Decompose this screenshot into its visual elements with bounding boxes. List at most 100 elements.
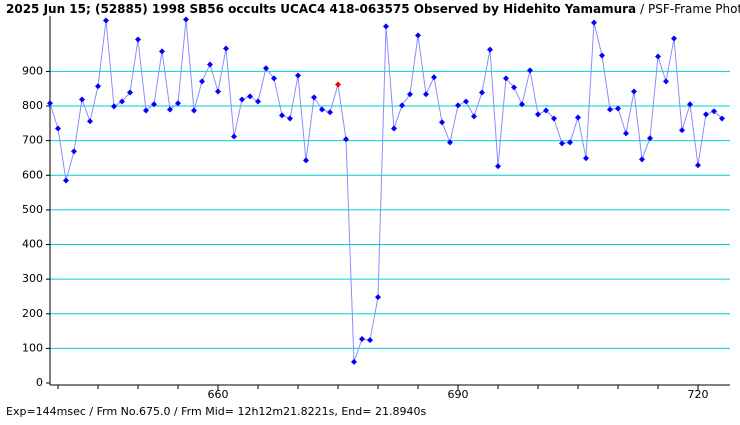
data-point xyxy=(479,89,485,96)
data-point xyxy=(455,102,461,109)
series-line xyxy=(49,19,723,363)
y-tick-label: 800 xyxy=(22,99,43,112)
data-point xyxy=(671,35,677,42)
data-point xyxy=(383,23,389,30)
y-tick-label: 700 xyxy=(22,134,43,147)
data-point xyxy=(143,107,149,114)
data-point xyxy=(599,52,605,59)
data-point xyxy=(695,162,701,169)
data-point xyxy=(663,78,669,85)
data-point xyxy=(391,125,397,132)
data-point xyxy=(487,46,493,53)
data-point xyxy=(471,113,477,120)
title-sub: / PSF-Frame Photometry / xyxy=(640,2,740,16)
data-point xyxy=(615,105,621,112)
data-point xyxy=(623,130,629,137)
data-point xyxy=(223,45,229,52)
data-point xyxy=(55,125,61,132)
x-tick-label: 660 xyxy=(208,388,229,401)
data-point xyxy=(631,88,637,95)
data-point xyxy=(431,74,437,81)
x-tick-label: 690 xyxy=(448,388,469,401)
data-point xyxy=(79,96,85,103)
data-point xyxy=(231,133,237,140)
chart-title: 2025 Jun 15; (52885) 1998 SB56 occults U… xyxy=(6,2,740,16)
data-point xyxy=(159,48,165,55)
x-tick-label: 720 xyxy=(688,388,709,401)
data-point xyxy=(335,81,341,88)
data-point xyxy=(111,103,117,110)
data-point xyxy=(247,93,253,100)
data-point xyxy=(303,157,309,164)
data-point xyxy=(543,107,549,114)
y-tick-label: 100 xyxy=(22,341,43,354)
data-point xyxy=(239,96,245,103)
data-point xyxy=(463,98,469,105)
data-point xyxy=(399,102,405,109)
data-point xyxy=(407,91,413,98)
data-point xyxy=(279,112,285,119)
data-point xyxy=(351,358,357,365)
data-point xyxy=(63,177,69,184)
data-point xyxy=(591,19,597,26)
data-point xyxy=(655,53,661,60)
data-point xyxy=(647,135,653,142)
data-point xyxy=(151,101,157,108)
data-point xyxy=(415,32,421,39)
data-point xyxy=(255,98,261,105)
y-tick-label: 900 xyxy=(22,64,43,77)
data-point xyxy=(439,119,445,126)
data-point xyxy=(207,61,213,68)
data-point xyxy=(119,98,125,105)
data-point xyxy=(127,89,133,96)
y-tick-label: 200 xyxy=(22,307,43,320)
data-point xyxy=(263,65,269,72)
data-point xyxy=(47,100,53,107)
y-tick-label: 500 xyxy=(22,203,43,216)
data-point xyxy=(687,101,693,108)
data-point xyxy=(191,107,197,114)
data-point xyxy=(87,118,93,125)
y-tick-label: 300 xyxy=(22,272,43,285)
data-point xyxy=(607,106,613,113)
data-point xyxy=(71,148,77,155)
data-point xyxy=(175,100,181,107)
data-point xyxy=(583,155,589,162)
data-point xyxy=(679,127,685,134)
data-point xyxy=(559,140,565,147)
y-tick-label: 400 xyxy=(22,238,43,251)
y-tick-label: 600 xyxy=(22,168,43,181)
data-point xyxy=(295,72,301,79)
data-point xyxy=(639,156,645,163)
data-point xyxy=(503,75,509,82)
data-point xyxy=(495,163,501,170)
data-point xyxy=(519,101,525,108)
data-point xyxy=(575,114,581,121)
data-point xyxy=(167,106,173,113)
data-point xyxy=(103,17,109,24)
data-point xyxy=(527,67,533,74)
data-point xyxy=(551,115,557,122)
data-point xyxy=(327,109,333,116)
data-point xyxy=(567,139,573,146)
data-point xyxy=(423,91,429,98)
data-point xyxy=(703,111,709,118)
data-point xyxy=(319,106,325,113)
data-point xyxy=(447,139,453,146)
data-point xyxy=(343,136,349,143)
data-point xyxy=(359,336,365,343)
data-point xyxy=(215,88,221,95)
data-point xyxy=(95,83,101,90)
data-point xyxy=(511,84,517,91)
data-point xyxy=(367,337,373,344)
data-point xyxy=(183,16,189,23)
footer: Exp=144msec / Frm No.675.0 / Frm Mid= 12… xyxy=(6,405,426,418)
data-point xyxy=(287,115,293,122)
data-point xyxy=(535,111,541,118)
data-point xyxy=(711,108,717,115)
title-main: 2025 Jun 15; (52885) 1998 SB56 occults U… xyxy=(6,2,636,16)
data-point xyxy=(199,78,205,85)
data-point xyxy=(719,115,725,122)
data-point xyxy=(311,94,317,101)
